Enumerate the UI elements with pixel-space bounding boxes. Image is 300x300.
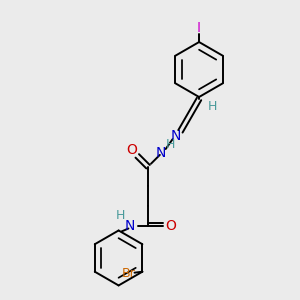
Text: N: N [124,219,135,232]
Text: N: N [170,129,181,143]
Text: H: H [166,138,175,151]
Text: O: O [126,143,137,157]
Text: N: N [156,146,166,160]
Text: Br: Br [122,267,136,280]
Text: O: O [165,219,176,232]
Text: H: H [116,209,125,222]
Text: I: I [197,21,201,35]
Text: H: H [208,100,218,113]
